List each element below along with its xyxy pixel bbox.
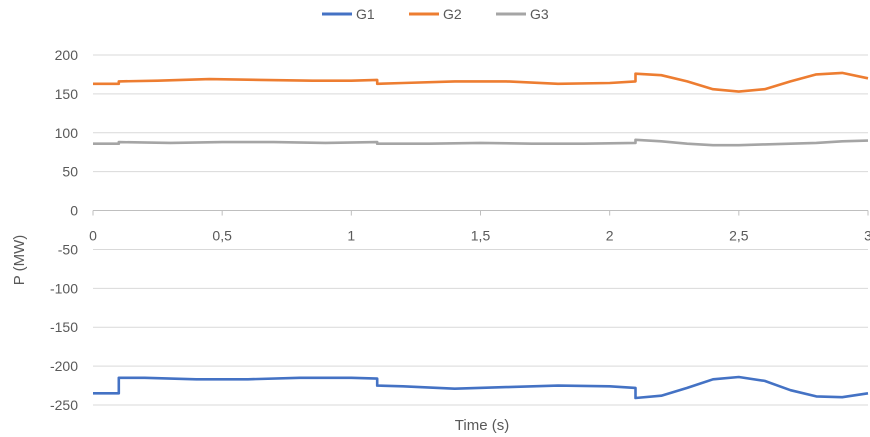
y-tick-label: 150 (55, 86, 79, 102)
y-tick-label: -250 (50, 397, 78, 413)
legend-label-g2: G2 (443, 6, 462, 22)
x-tick-label: 0 (89, 228, 97, 244)
legend: G1 G2 G3 (322, 6, 549, 22)
x-tick-label: 1 (347, 228, 355, 244)
series-line-g2 (93, 71, 869, 93)
x-axis: 0 0,5 1 1,5 2 2,5 3 (89, 210, 870, 244)
x-tick-label: 2,5 (729, 228, 749, 244)
y-tick-label: 200 (55, 47, 79, 63)
y-axis-tick-labels: 200 150 100 50 0 -50 -100 -150 -200 -250 (50, 47, 78, 413)
y-tick-label: -200 (50, 358, 78, 374)
series-lines (93, 71, 869, 400)
y-axis-label: P (MW) (11, 235, 28, 286)
y-tick-label: -150 (50, 319, 78, 335)
x-axis-label: Time (s) (455, 417, 509, 434)
x-tick-label: 3 (864, 228, 870, 244)
y-tick-label: 50 (62, 164, 78, 180)
gridlines (93, 54, 868, 406)
series-line-g3 (93, 138, 869, 147)
series-line-g1 (93, 375, 869, 400)
x-tick-label: 1,5 (471, 228, 491, 244)
legend-label-g1: G1 (356, 6, 375, 22)
y-tick-label: 0 (70, 203, 78, 219)
legend-label-g3: G3 (530, 6, 549, 22)
y-tick-label: -100 (50, 280, 78, 296)
x-tick-label: 0,5 (212, 228, 232, 244)
y-tick-label: 100 (55, 125, 79, 141)
x-tick-label: 2 (606, 228, 614, 244)
y-tick-label: -50 (58, 241, 78, 257)
